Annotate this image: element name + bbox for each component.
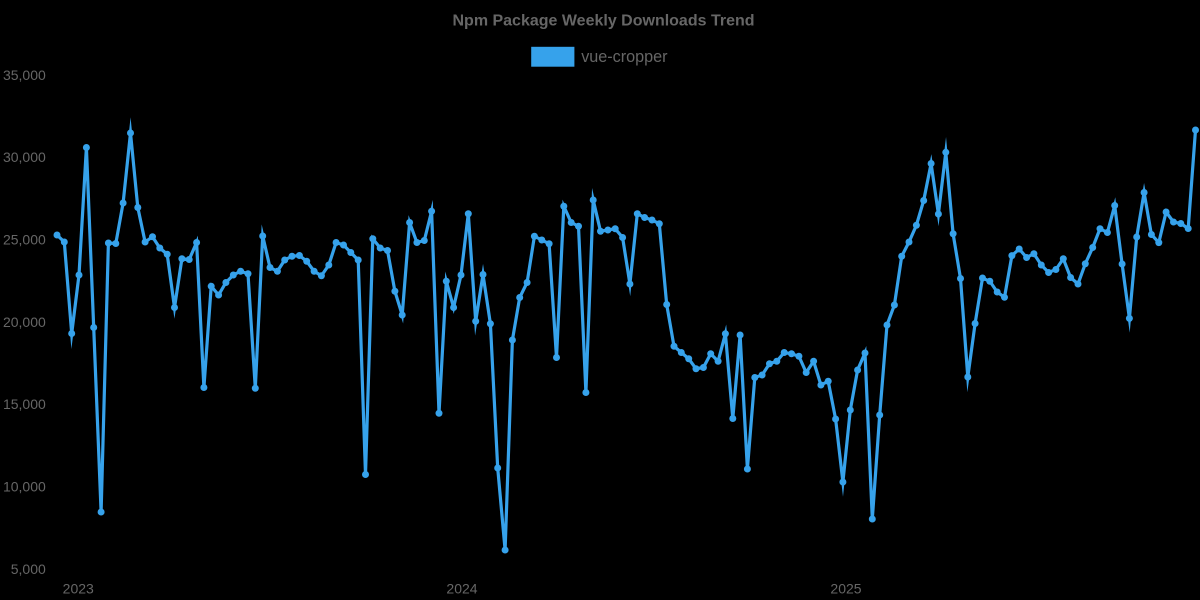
svg-text:2025: 2025 bbox=[830, 580, 861, 596]
svg-text:30,000: 30,000 bbox=[3, 149, 46, 165]
svg-text:2024: 2024 bbox=[446, 580, 477, 596]
svg-text:25,000: 25,000 bbox=[3, 232, 46, 248]
svg-text:20,000: 20,000 bbox=[3, 314, 46, 330]
svg-text:2023: 2023 bbox=[63, 580, 94, 596]
svg-text:10,000: 10,000 bbox=[3, 479, 46, 495]
svg-text:vue-cropper: vue-cropper bbox=[581, 48, 668, 66]
svg-text:5,000: 5,000 bbox=[11, 561, 46, 577]
svg-text:15,000: 15,000 bbox=[3, 396, 46, 412]
svg-text:35,000: 35,000 bbox=[3, 67, 46, 83]
svg-text:Npm Package Weekly Downloads T: Npm Package Weekly Downloads Trend bbox=[452, 13, 754, 30]
